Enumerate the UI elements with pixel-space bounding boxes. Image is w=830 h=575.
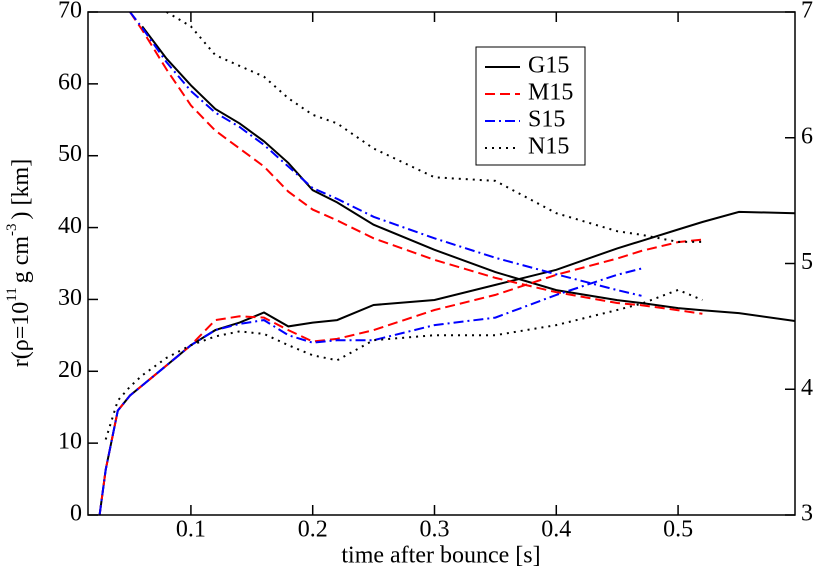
y-axis-label-part: g cm [8, 236, 34, 284]
y-tick-label: 50 [58, 141, 82, 167]
y-axis-label-superscript: -3 [4, 223, 20, 236]
series-line [129, 12, 703, 315]
y-axis-label: r(ρ=1011 g cm-3 ) [km] [4, 159, 33, 367]
y-tick-label: 10 [58, 429, 82, 455]
x-tick-label: 0.4 [541, 517, 571, 543]
plot-area [98, 12, 795, 515]
series-line-y2 [98, 210, 795, 515]
y2-tick-label: 3 [801, 501, 813, 527]
x-tick-label: 0.1 [176, 517, 206, 543]
y-tick-label: 70 [58, 0, 82, 24]
series-line [141, 25, 795, 322]
series-line [129, 12, 642, 297]
legend-label: G15 [528, 53, 569, 79]
y2-tick-label: 4 [801, 375, 813, 401]
y-tick-label: 40 [58, 213, 82, 239]
series-line [166, 12, 703, 243]
y-tick-label: 20 [58, 357, 82, 383]
y2-tick-label: 5 [801, 249, 813, 275]
y-tick-label: 0 [70, 501, 82, 527]
series-line-y2 [98, 267, 642, 515]
legend-label: N15 [528, 134, 569, 160]
y2-tick-label: 7 [801, 0, 813, 24]
y-tick-label: 60 [58, 69, 82, 95]
x-tick-label: 0.3 [419, 517, 449, 543]
legend-label: S15 [528, 107, 565, 133]
y-axis-label-part: r(ρ=10 [8, 302, 34, 368]
y-axis-label-superscript: 11 [4, 287, 20, 301]
y-tick-label: 30 [58, 285, 82, 311]
series-line-y2 [104, 288, 703, 440]
y-axis-label-part: ) [km] [8, 159, 34, 220]
y2-tick-label: 6 [801, 123, 813, 149]
x-axis-label: time after bounce [s] [341, 543, 540, 569]
x-tick-label: 0.2 [298, 517, 328, 543]
legend-label: M15 [528, 80, 573, 106]
x-tick-label: 0.5 [663, 517, 693, 543]
series-line-y2 [98, 238, 703, 515]
